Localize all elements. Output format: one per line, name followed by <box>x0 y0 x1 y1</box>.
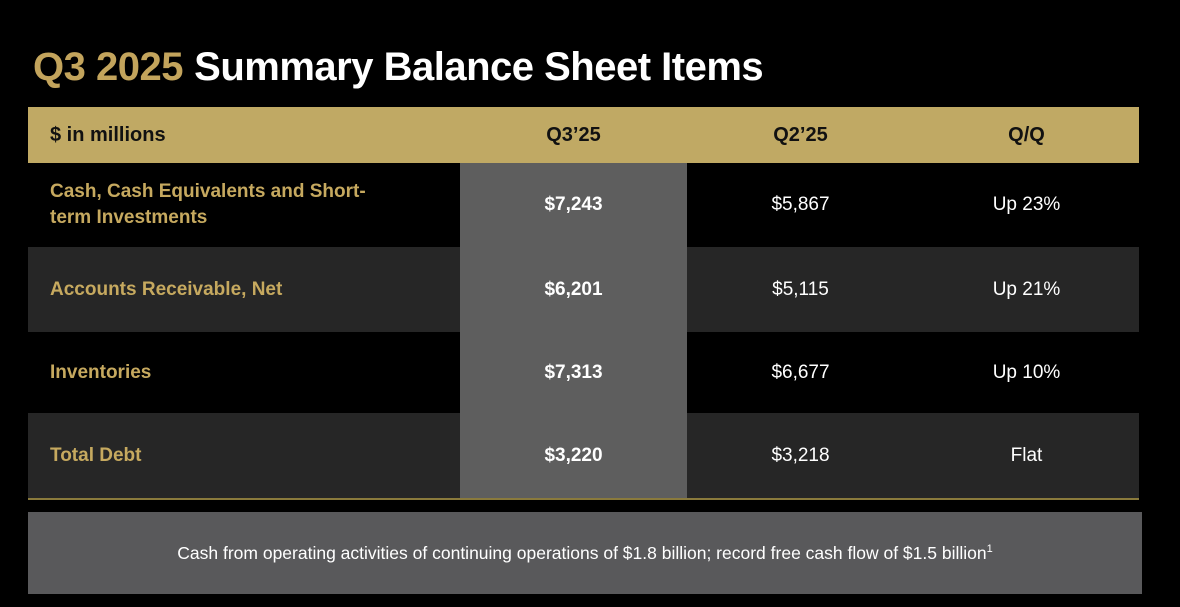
balance-sheet-table: $ in millions Q3’25 Q2’25 Q/Q Cash, Cash… <box>28 107 1139 500</box>
title-quarter-highlight: Q3 2025 <box>33 44 183 89</box>
footnote-marker: 1 <box>986 542 993 555</box>
row-q2-value: $3,218 <box>771 444 830 466</box>
header-q2-25: Q2’25 <box>773 123 828 146</box>
row-q2-value: $5,867 <box>771 194 830 215</box>
row-qoq-value: Up 10% <box>992 361 1061 383</box>
table-bottom-rule <box>28 498 1139 500</box>
row-qoq-value: Up 23% <box>992 194 1061 215</box>
row-label: Cash, Cash Equivalents and Short-term In… <box>50 181 366 228</box>
row-q3-value: $7,313 <box>544 361 603 383</box>
header-units-label: $ in millions <box>50 123 166 146</box>
footer-text: Cash from operating activities of contin… <box>177 543 992 564</box>
row-q3-value: $6,201 <box>544 278 603 300</box>
row-label: Accounts Receivable, Net <box>50 278 283 300</box>
row-q2-value: $5,115 <box>772 278 829 300</box>
table-header-row: $ in millions Q3’25 Q2’25 Q/Q <box>28 107 1139 163</box>
table-body: Cash, Cash Equivalents and Short-term In… <box>28 163 1139 498</box>
q3-highlight-column <box>460 163 687 498</box>
row-qoq-value: Flat <box>1010 444 1043 466</box>
page-title: Q3 2025 Summary Balance Sheet Items <box>33 44 764 90</box>
row-q3-value: $7,243 <box>544 194 603 215</box>
header-q3-25: Q3’25 <box>546 123 601 146</box>
footer-banner: Cash from operating activities of contin… <box>28 512 1142 594</box>
row-label: Inventories <box>50 361 152 383</box>
footer-statement: Cash from operating activities of contin… <box>177 542 987 563</box>
row-label: Total Debt <box>50 444 142 466</box>
header-qoq: Q/Q <box>1008 123 1045 146</box>
title-text: Summary Balance Sheet Items <box>194 44 764 89</box>
row-q2-value: $6,677 <box>771 361 830 383</box>
row-qoq-value: Up 21% <box>992 278 1061 300</box>
row-q3-value: $3,220 <box>544 444 603 466</box>
